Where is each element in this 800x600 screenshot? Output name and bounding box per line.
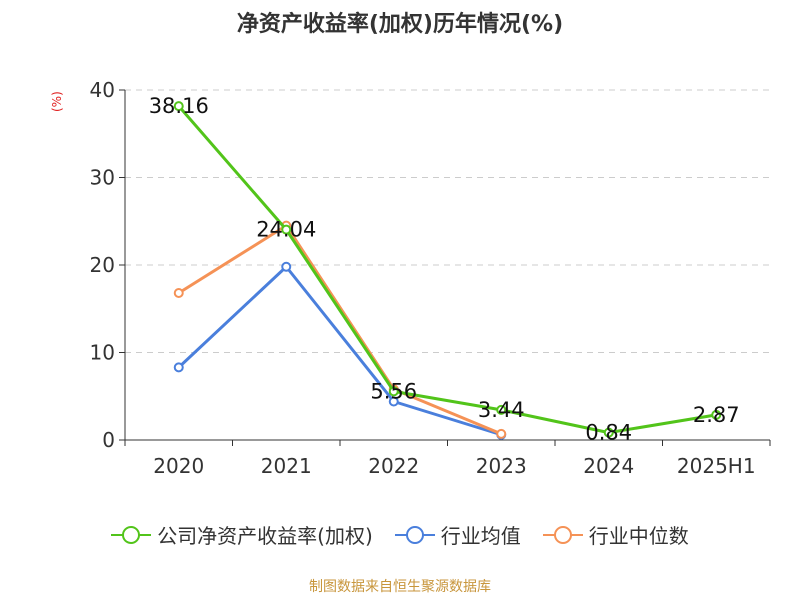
legend: 公司净资产收益率(加权) 行业均值 行业中位数 [0,520,800,549]
series-line [177,224,502,436]
x-tick-label: 2021 [261,454,312,478]
y-tick-label: 20 [90,253,115,277]
data-label: 24.04 [256,218,316,242]
x-tick-label: 2024 [583,454,634,478]
x-tick-label: 2022 [368,454,419,478]
series-lines [173,101,722,440]
x-tick-label: 2023 [476,454,527,478]
legend-label-industry-mean: 行业均值 [440,524,521,548]
data-point [173,288,184,298]
data-point [173,362,184,373]
data-point [496,428,507,439]
x-tick-label: 2020 [153,454,204,478]
data-point [603,427,614,438]
data-point [281,224,292,235]
data-label: 5.56 [370,379,417,403]
legend-item-industry-median[interactable]: 行业中位数 [542,520,689,549]
y-tick-label: 0 [102,428,115,452]
data-point [388,386,399,397]
chart-title: 净资产收益率(加权)历年情况(%) [236,12,564,37]
data-point [496,404,507,415]
y-tick-label: 40 [90,78,115,102]
data-point [388,396,399,407]
source-note: 制图数据来自恒生聚源数据库 [309,579,491,595]
y-tick-label: 30 [90,166,115,190]
data-point [711,409,722,420]
x-tick-label: 2025H1 [677,454,756,478]
legend-item-company[interactable]: 公司净资产收益率(加权) [111,520,373,549]
data-label: 2.87 [693,403,740,427]
legend-marker-industry-median-icon [542,525,583,544]
legend-item-industry-mean[interactable]: 行业均值 [394,520,521,549]
data-label: 3.44 [478,398,525,422]
axes: 0 10 20 30 40 2020 2021 2022 2023 2024 2025H1 [90,78,771,478]
series-line [177,265,502,437]
data-label: 38.16 [149,94,209,118]
grid-lines [125,89,770,353]
data-labels: 38.16 24.04 5.56 3.44 0.84 2.87 [149,94,740,445]
legend-label-industry-median: 行业中位数 [588,524,689,548]
data-point [281,261,292,272]
series-line [177,105,717,435]
legend-marker-industry-mean-icon [394,525,435,544]
data-label: 0.84 [585,421,632,445]
y-tick-label: 10 [90,341,115,365]
legend-marker-company-icon [111,525,152,544]
data-point [173,101,184,112]
legend-label-company: 公司净资产收益率(加权) [157,524,373,548]
